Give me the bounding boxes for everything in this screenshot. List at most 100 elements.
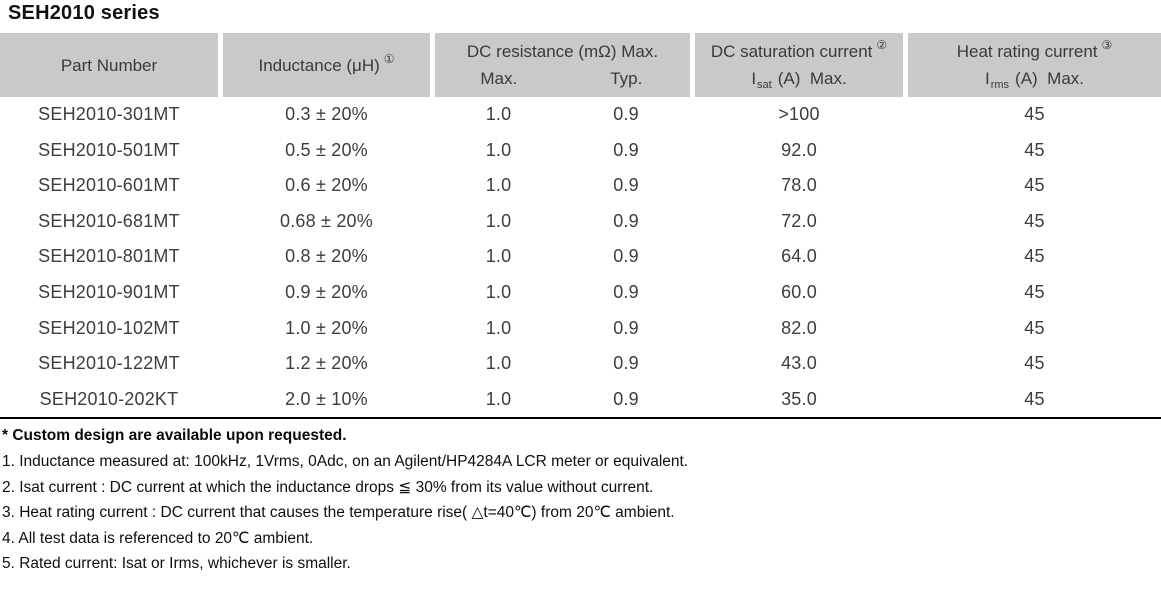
irms-unit-label: (A) Max.: [1015, 69, 1084, 88]
footnote-1: 1. Inductance measured at: 100kHz, 1Vrms…: [2, 453, 689, 470]
footnote-4: 4. All test data is referenced to 20℃ am…: [2, 529, 314, 547]
dcr-max-cell: 1.0: [485, 210, 512, 231]
header-saturation-line2: I sat (A) Max.: [695, 69, 903, 91]
irms-cell: 45: [1024, 246, 1045, 267]
isat-cell: 43.0: [781, 353, 817, 374]
irms-cell: 45: [1024, 388, 1045, 409]
table-row: SEH2010-601MT 0.6 ± 20% 1.0 0.9 78.0 45: [0, 168, 1161, 204]
header-heat-rating-label: Heat rating current: [956, 42, 1098, 61]
table-header-row: Part Number Inductance (μH) ① DC resista…: [0, 33, 1161, 97]
inductance-cell: 0.6 ± 20%: [285, 175, 368, 196]
header-saturation-line1: DC saturation current ②: [695, 39, 903, 61]
dcr-typ-cell: 0.9: [613, 210, 639, 231]
isat-symbol: I: [751, 69, 757, 88]
irms-cell: 45: [1024, 353, 1045, 374]
irms-cell: 45: [1024, 175, 1045, 196]
isat-cell: 60.0: [781, 282, 817, 302]
irms-subscript: rms: [990, 79, 1010, 91]
footnote-3-marker: ③: [1101, 38, 1113, 52]
dcr-typ-cell: 0.9: [613, 388, 639, 409]
dcr-typ-cell: 0.9: [613, 317, 639, 338]
isat-subscript: sat: [757, 79, 772, 91]
header-dc-resistance: DC resistance (mΩ) Max. Max. Typ.: [435, 33, 690, 97]
irms-cell: 45: [1024, 139, 1045, 160]
isat-cell: 92.0: [781, 139, 817, 160]
part-number-cell: SEH2010-601MT: [38, 175, 180, 196]
irms-cell: 45: [1024, 317, 1045, 338]
part-number-cell: SEH2010-681MT: [38, 210, 180, 231]
table-row: SEH2010-901MT 0.9 ± 20% 1.0 0.9 60.0 45: [0, 275, 1161, 311]
header-dcr-max-label: Max.: [480, 69, 518, 88]
header-dc-resistance-label: DC resistance (mΩ) Max.: [466, 42, 659, 61]
header-saturation-current: DC saturation current ② I sat (A) Max.: [695, 33, 903, 97]
header-inductance-line: Inductance (μH) ①: [223, 53, 430, 75]
table-row: SEH2010-681MT 0.68 ± 20% 1.0 0.9 72.0 45: [0, 204, 1161, 240]
footnote-2: 2. Isat current : DC current at which th…: [2, 478, 654, 496]
isat-cell: >100: [778, 104, 820, 125]
footnotes-section: * Custom design are available upon reque…: [0, 419, 1161, 577]
dcr-typ-cell: 0.9: [613, 175, 639, 196]
inductance-cell: 2.0 ± 10%: [285, 388, 368, 409]
inductance-cell: 1.0 ± 20%: [285, 317, 368, 338]
dcr-max-cell: 1.0: [485, 175, 512, 196]
dcr-max-cell: 1.0: [485, 282, 512, 302]
table-row: SEH2010-202KT 2.0 ± 10% 1.0 0.9 35.0 45: [0, 381, 1161, 417]
part-number-cell: SEH2010-901MT: [38, 282, 180, 302]
part-number-cell: SEH2010-202KT: [39, 388, 179, 409]
dcr-max-cell: 1.0: [485, 317, 512, 338]
dcr-max-cell: 1.0: [485, 104, 512, 125]
table-row: SEH2010-501MT 0.5 ± 20% 1.0 0.9 92.0 45: [0, 133, 1161, 169]
dcr-max-cell: 1.0: [485, 353, 512, 374]
spec-table: Part Number Inductance (μH) ① DC resista…: [0, 33, 1161, 419]
header-inductance: Inductance (μH) ①: [223, 33, 430, 97]
table-row: SEH2010-801MT 0.8 ± 20% 1.0 0.9 64.0 45: [0, 239, 1161, 275]
part-number-cell: SEH2010-501MT: [38, 139, 180, 160]
footnote-5: 5. Rated current: Isat or Irms, whicheve…: [2, 555, 351, 573]
custom-design-note: * Custom design are available upon reque…: [2, 427, 347, 444]
irms-cell: 45: [1024, 282, 1045, 302]
irms-cell: 45: [1024, 210, 1045, 231]
irms-cell: 45: [1024, 104, 1045, 125]
header-dc-resistance-line2: Max. Typ.: [435, 70, 690, 87]
isat-cell: 64.0: [781, 246, 817, 267]
table-row: SEH2010-301MT 0.3 ± 20% 1.0 0.9 >100 45: [0, 97, 1161, 133]
footnote-3: 3. Heat rating current : DC current that…: [2, 504, 675, 522]
footnote-1-marker: ①: [383, 51, 395, 66]
inductance-cell: 0.68 ± 20%: [280, 210, 373, 231]
header-heat-rating-current: Heat rating current ③ I rms (A) Max.: [908, 33, 1161, 97]
irms-symbol: I: [984, 69, 990, 88]
header-heat-rating-line2: I rms (A) Max.: [908, 69, 1161, 91]
isat-cell: 82.0: [781, 317, 817, 338]
table-row: SEH2010-122MT 1.2 ± 20% 1.0 0.9 43.0 45: [0, 346, 1161, 382]
header-inductance-label: Inductance (μH): [258, 55, 380, 75]
dcr-max-cell: 1.0: [485, 246, 512, 267]
header-part-number-label: Part Number: [60, 55, 158, 75]
header-dc-resistance-line1: DC resistance (mΩ) Max.: [435, 43, 690, 60]
inductance-cell: 0.9 ± 20%: [285, 282, 368, 302]
footnote-2-marker: ②: [876, 38, 888, 52]
isat-cell: 72.0: [781, 210, 817, 231]
dcr-typ-cell: 0.9: [613, 246, 639, 267]
header-part-number: Part Number: [0, 33, 218, 97]
header-heat-rating-line1: Heat rating current ③: [908, 39, 1161, 61]
part-number-cell: SEH2010-801MT: [38, 246, 180, 267]
table-row: SEH2010-102MT 1.0 ± 20% 1.0 0.9 82.0 45: [0, 310, 1161, 346]
inductance-cell: 0.5 ± 20%: [285, 139, 368, 160]
dcr-typ-cell: 0.9: [613, 104, 639, 125]
dcr-typ-cell: 0.9: [613, 353, 639, 374]
header-saturation-label: DC saturation current: [710, 42, 873, 61]
table-body: SEH2010-301MT 0.3 ± 20% 1.0 0.9 >100 45 …: [0, 97, 1161, 419]
dcr-max-cell: 1.0: [485, 388, 512, 409]
part-number-cell: SEH2010-122MT: [38, 353, 180, 374]
part-number-cell: SEH2010-301MT: [38, 104, 180, 125]
isat-cell: 78.0: [781, 175, 817, 196]
isat-cell: 35.0: [781, 388, 817, 409]
dcr-typ-cell: 0.9: [613, 139, 639, 160]
isat-unit-label: (A) Max.: [777, 69, 847, 88]
inductance-cell: 0.8 ± 20%: [285, 246, 368, 267]
dcr-max-cell: 1.0: [485, 139, 512, 160]
inductance-cell: 0.3 ± 20%: [285, 104, 368, 125]
header-dcr-typ-label: Typ.: [610, 69, 643, 88]
dcr-typ-cell: 0.9: [613, 282, 639, 302]
